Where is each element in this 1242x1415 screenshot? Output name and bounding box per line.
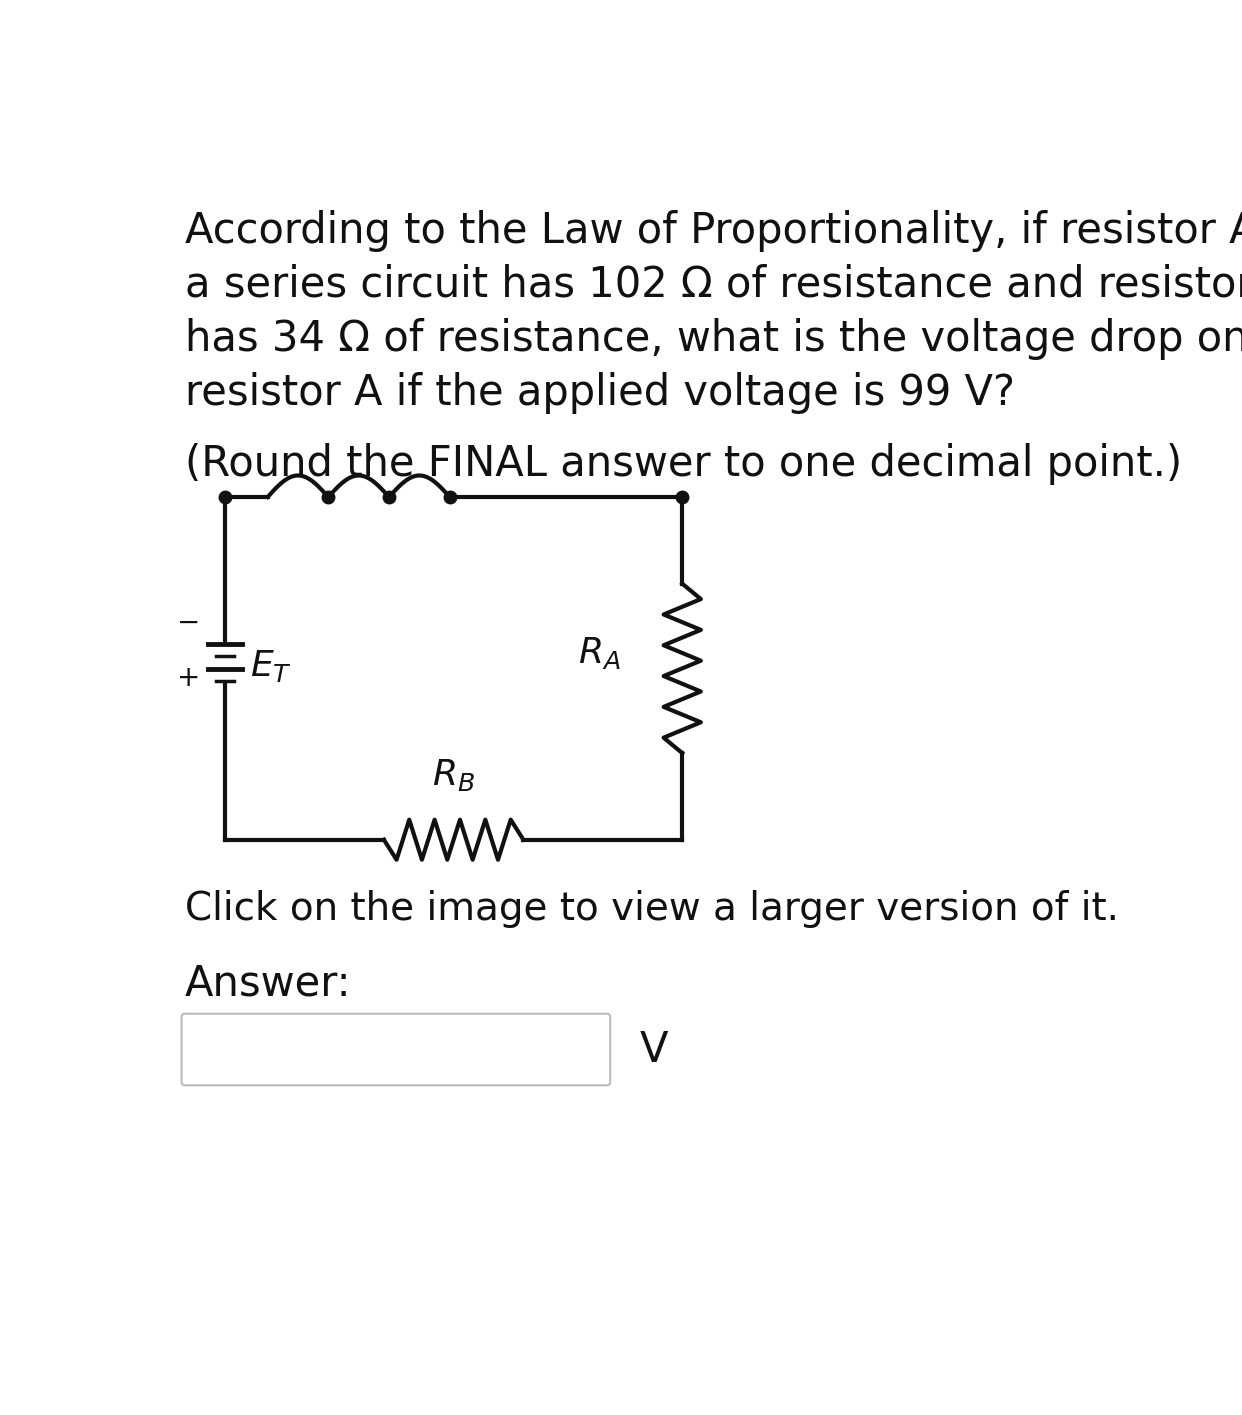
Text: Click on the image to view a larger version of it.: Click on the image to view a larger vers… <box>185 890 1119 928</box>
Text: (Round the FINAL answer to one decimal point.): (Round the FINAL answer to one decimal p… <box>185 443 1182 485</box>
Text: V: V <box>640 1029 668 1071</box>
Text: resistor A if the applied voltage is 99 V?: resistor A if the applied voltage is 99 … <box>185 372 1015 413</box>
Text: +: + <box>176 664 200 692</box>
Text: has 34 Ω of resistance, what is the voltage drop on: has 34 Ω of resistance, what is the volt… <box>185 317 1242 359</box>
Text: $R_B$: $R_B$ <box>432 757 476 794</box>
Text: $R_A$: $R_A$ <box>578 635 620 671</box>
Text: a series circuit has 102 Ω of resistance and resistor B: a series circuit has 102 Ω of resistance… <box>185 263 1242 306</box>
Text: Answer:: Answer: <box>185 962 351 1005</box>
Text: −: − <box>176 608 200 637</box>
Text: $E_T$: $E_T$ <box>250 648 292 685</box>
Text: According to the Law of Proportionality, if resistor A in: According to the Law of Proportionality,… <box>185 209 1242 252</box>
FancyBboxPatch shape <box>181 1013 610 1085</box>
